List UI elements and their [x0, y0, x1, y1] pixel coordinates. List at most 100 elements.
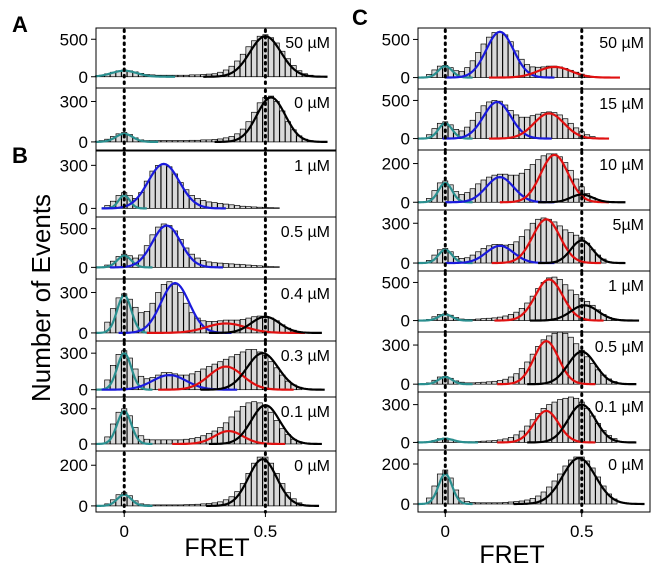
histogram-bar — [486, 317, 492, 321]
gaussian-fit-high — [208, 315, 322, 335]
y-tick-label: 300 — [60, 283, 88, 302]
histogram-bar — [200, 503, 207, 507]
histogram-panel-4: 0 300 0.4 µM — [60, 278, 337, 343]
histogram-bar — [245, 473, 252, 507]
histogram-bar — [245, 206, 252, 209]
histogram-bar — [475, 502, 481, 505]
panel-letter-b: B — [12, 143, 28, 168]
histogram-bar — [491, 317, 498, 321]
histogram-bar — [160, 163, 167, 209]
gaussian-fit-low — [110, 224, 224, 269]
histogram-bar — [551, 112, 558, 139]
concentration-label: 0 µM — [608, 457, 644, 474]
histogram-bar — [183, 140, 190, 143]
y-tick-label: 0 — [79, 199, 88, 218]
histogram-panel-11: 0 300 5µM — [382, 209, 651, 273]
concentration-label: 0.4 µM — [281, 286, 330, 303]
y-tick-label: 500 — [382, 91, 410, 110]
y-tick-label: 300 — [60, 400, 88, 419]
gaussian-fit-low — [101, 162, 226, 210]
histogram-bar — [279, 483, 286, 507]
histogram-panel-13: 0 300 0.5 µM — [382, 331, 651, 394]
histogram-bar — [143, 180, 150, 209]
histogram-bar — [234, 410, 241, 445]
histogram-bar — [166, 439, 173, 445]
histogram-bar — [486, 440, 492, 443]
histogram-bar — [189, 74, 195, 78]
histogram-bar — [540, 339, 547, 385]
histogram-panel-8: 0 500 50 µM — [382, 27, 651, 91]
histogram-bar — [194, 139, 201, 143]
histogram-bar — [546, 277, 552, 321]
histogram-bar — [183, 504, 190, 507]
histogram-bar — [557, 156, 563, 203]
concentration-label: 0 µM — [294, 95, 330, 112]
gaussian-fit-mid — [499, 153, 610, 204]
histogram-bar — [200, 200, 207, 209]
y-tick-label: 0 — [401, 193, 410, 212]
y-tick-label: 0 — [401, 495, 410, 514]
histogram-bar — [551, 153, 558, 203]
histogram-panel-2: 0 300 1 µM — [60, 150, 337, 219]
histogram-bar — [143, 311, 150, 334]
y-tick-label: 500 — [60, 30, 88, 49]
y-axis-label: Number of Events — [26, 194, 56, 402]
gaussian-fit-mid — [488, 65, 620, 79]
y-tick-label: 0 — [401, 69, 410, 88]
y-tick-label: 0 — [79, 68, 88, 87]
gaussian-fit-zero — [94, 132, 159, 144]
histogram-bar — [268, 317, 275, 334]
concentration-label: 1 µM — [294, 158, 330, 175]
histogram-panel-5: 0 300 0.3 µM — [60, 340, 337, 400]
histogram-bar — [268, 361, 275, 391]
histogram-bar — [557, 225, 563, 264]
y-tick-label: 0 — [79, 133, 88, 152]
y-tick-label: 300 — [60, 344, 88, 363]
histogram-bar — [189, 139, 195, 143]
histogram-bar — [177, 504, 184, 507]
gaussian-fit-mid — [146, 322, 305, 335]
histogram-bar — [239, 205, 246, 209]
histogram-panel-10: 0 200 10 µM — [382, 149, 651, 212]
concentration-label: 0.5 µM — [595, 339, 644, 356]
histogram-bar — [486, 381, 492, 385]
panel-letter-a: A — [12, 12, 28, 37]
histogram-bar — [562, 162, 569, 203]
histogram-bar — [480, 318, 487, 321]
histogram-bar — [584, 460, 591, 505]
histogram-bar — [217, 427, 224, 445]
panel-frame — [95, 87, 337, 151]
concentration-label: 0.1 µM — [281, 404, 330, 421]
histogram-bar — [573, 456, 580, 505]
y-tick-label: 500 — [382, 30, 410, 49]
histogram-panel-9: 0 500 15 µM — [382, 88, 651, 152]
histogram-bar — [155, 504, 162, 507]
histogram-bar — [138, 312, 145, 334]
y-tick-label: 0 — [79, 324, 88, 343]
y-tick-label: 500 — [60, 220, 88, 239]
histogram-bar — [256, 351, 263, 391]
histogram-bar — [486, 245, 492, 264]
histogram-bar — [166, 140, 173, 143]
histogram-bar — [256, 315, 263, 334]
histogram-bar — [268, 207, 275, 209]
x-tick-label: 0 — [441, 522, 450, 541]
concentration-label: 0 µM — [294, 458, 330, 475]
histogram-bar — [251, 462, 258, 507]
y-tick-label: 200 — [60, 456, 88, 475]
gaussian-fit-low — [442, 100, 552, 140]
histogram-bar — [486, 176, 492, 203]
histogram-bar — [507, 501, 514, 505]
histogram-bar — [251, 349, 258, 391]
x-axis-label-right: FRET — [479, 541, 544, 567]
histogram-bar — [273, 420, 280, 445]
concentration-label: 0.5 µM — [281, 224, 330, 241]
panel-frame — [417, 449, 651, 513]
y-tick-label: 500 — [382, 273, 410, 292]
histogram-bar — [200, 260, 207, 268]
gaussian-fit-high — [527, 403, 637, 444]
y-tick-label: 0 — [79, 258, 88, 277]
histogram-bar — [155, 439, 162, 445]
histogram-bar — [177, 239, 184, 268]
